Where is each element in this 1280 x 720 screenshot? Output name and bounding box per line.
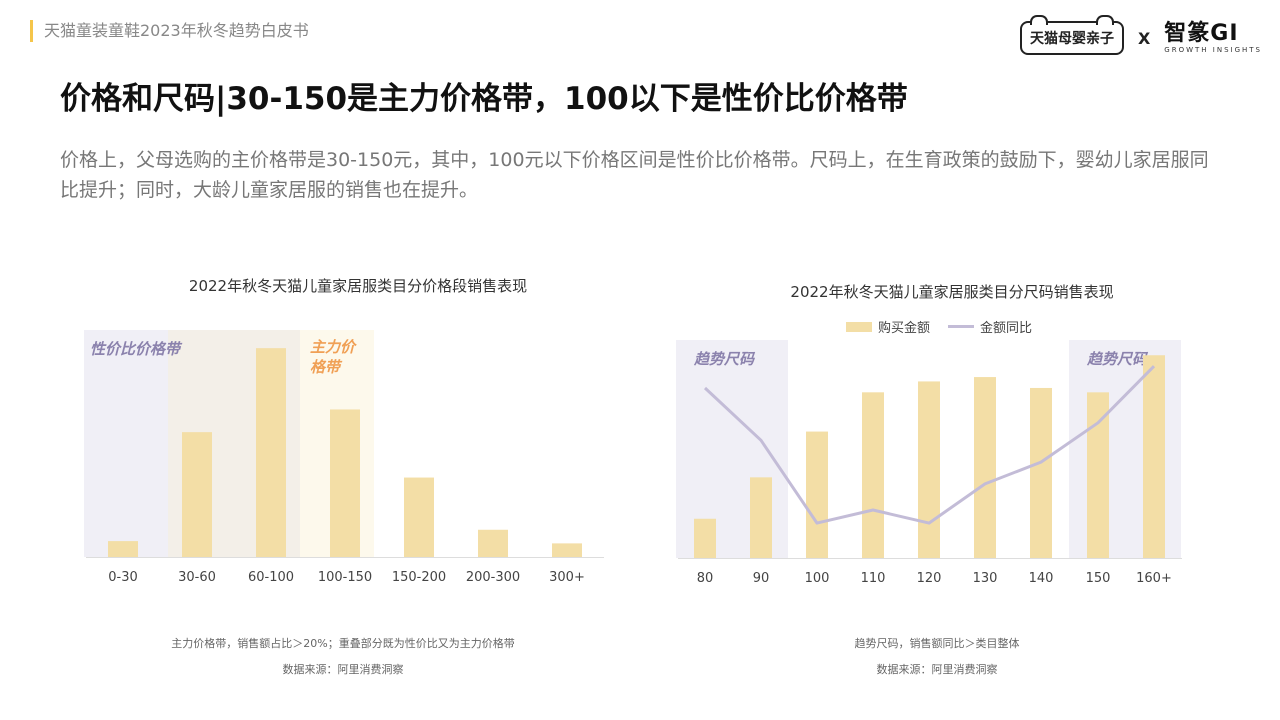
logo-group: 天猫母婴亲子 X 智篆GI GROWTH INSIGHTS [1019,15,1262,60]
chart2-tick-80: 80 [697,571,714,586]
chart2-bar-160+ [1143,355,1165,558]
chart2-tick-160+: 160+ [1136,571,1172,586]
tmall-ear-right-icon [1095,15,1114,25]
page-description: 价格上，父母选购的主价格带是30-150元，其中，100元以下价格区间是性价比价… [60,149,1209,201]
chart2-title: 2022年秋冬天猫儿童家居服类目分尺码销售表现 [790,283,1113,301]
legend-line-swatch [948,325,975,328]
logo-separator: X [1137,28,1151,48]
tmall-logo-text: 天猫母婴亲子 [1029,31,1114,47]
chart1-zone-main-label-line1: 主力价 [310,338,357,356]
chart2-tick-130: 130 [973,571,998,586]
chart2-bar-150 [1087,392,1109,558]
header-accent-bar [30,20,33,42]
gi-logo-sub: GROWTH INSIGHTS [1164,45,1262,54]
chart2-tick-140: 140 [1029,571,1054,586]
report-title: 天猫童装童鞋2023年秋冬趋势白皮书 [44,21,309,40]
chart2-bar-90 [750,477,772,558]
chart1-tick-60-100: 60-100 [248,570,294,585]
legend-line-label: 金额同比 [980,321,1033,336]
chart1-zone-value [84,330,168,557]
page-title: 价格和尺码|30-150是主力价格带，100以下是性价比价格带 [60,81,908,117]
chart1-tick-150-200: 150-200 [392,570,446,585]
chart1-title: 2022年秋冬天猫儿童家居服类目分价格段销售表现 [189,277,527,295]
chart2-bar-100 [806,431,828,558]
tmall-logo: 天猫母婴亲子 [1019,15,1124,55]
legend-bar-label: 购买金额 [878,321,931,336]
chart2-bar-80 [694,518,716,558]
chart1-bar-30-60 [182,432,212,557]
chart2-bar-140 [1030,387,1052,558]
chart2-bar-130 [974,377,996,558]
chart2-tick-100: 100 [805,571,830,586]
chart2-tick-120: 120 [917,571,942,586]
chart2-note: 趋势尺码，销售额同比＞类目整体 [854,637,1020,650]
legend-bar-swatch [846,321,872,332]
chart1-bar-150-200 [404,477,434,557]
chart1-tick-100-150: 100-150 [318,570,372,585]
chart2-tick-110: 110 [861,571,886,586]
chart1-tick-0-30: 0-30 [108,570,138,585]
chart1-tick-300+: 300+ [549,570,585,585]
chart2-tick-150: 150 [1086,571,1111,586]
chart1-zone-value-label: 性价比价格带 [90,340,183,358]
chart1-tick-30-60: 30-60 [178,570,216,585]
chart1-bar-200-300 [478,529,508,557]
chart1-note: 主力价格带，销售额占比＞20%；重叠部分既为性价比又为主力价格带 [171,637,515,650]
chart1-bar-0-30 [108,541,138,557]
chart1-tick-200-300: 200-300 [466,570,520,585]
chart2-zone-trend-label-2: 趋势尺码 [1086,350,1149,368]
gi-logo: 智篆GI GROWTH INSIGHTS [1164,20,1262,55]
chart1-bar-60-100 [256,348,286,557]
chart1-bar-100-150 [330,409,360,557]
chart2-legend: 购买金额 金额同比 [846,317,1032,336]
gi-logo-main: 智篆GI [1164,20,1239,46]
tmall-ear-left-icon [1029,15,1048,25]
chart1-source: 数据来源：阿里消费洞察 [282,663,404,676]
chart1-bar-300+ [552,543,582,557]
chart2-bar-110 [862,392,884,558]
chart2-bar-120 [918,381,940,558]
chart2-zone-trend-label-1: 趋势尺码 [693,350,756,368]
chart2-source: 数据来源：阿里消费洞察 [876,663,998,676]
chart2-tick-90: 90 [753,571,770,586]
chart1-zone-main-label-line2: 格带 [310,358,343,376]
